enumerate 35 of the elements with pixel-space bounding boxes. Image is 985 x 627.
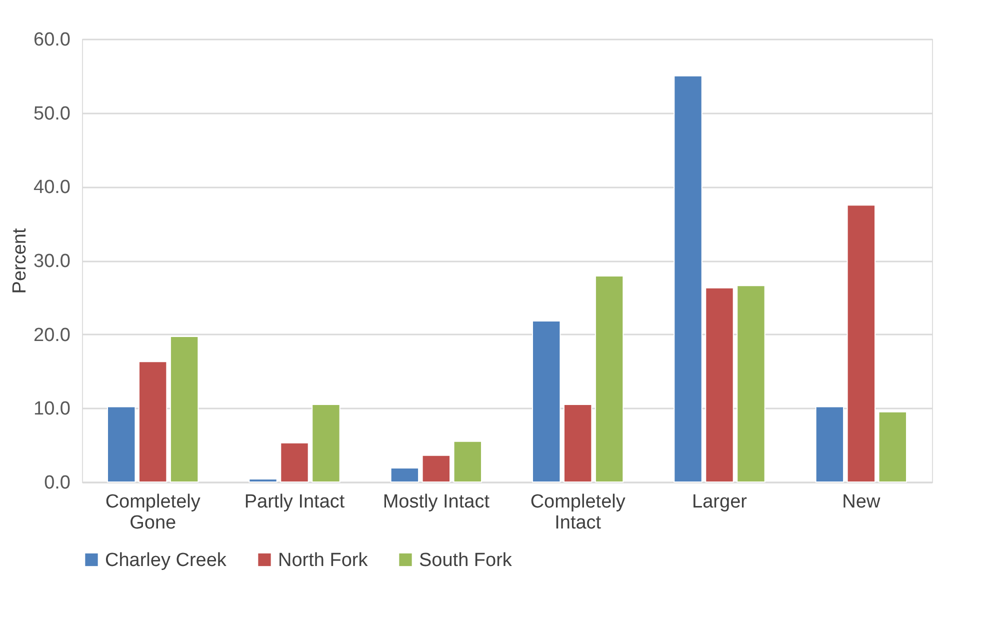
bar (453, 440, 482, 482)
bar (170, 336, 199, 482)
legend-label: North Fork (278, 550, 368, 571)
y-tick-label: 60.0 (34, 30, 70, 50)
bar (138, 361, 168, 482)
bar (878, 411, 907, 482)
bar (532, 320, 561, 482)
y-tick-label: 0.0 (44, 472, 70, 494)
legend-label: South Fork (419, 550, 512, 571)
bar (280, 442, 309, 482)
bar (674, 75, 702, 482)
y-axis-title: Percent (10, 228, 31, 294)
bar (736, 285, 766, 482)
x-tick-label: Completely Intact (530, 492, 626, 534)
bar (594, 276, 624, 482)
bar (248, 478, 278, 482)
x-tick-label: Partly Intact (244, 492, 346, 512)
bar (815, 406, 844, 482)
y-tick-label: 40.0 (34, 177, 70, 198)
y-tick-label: 20.0 (34, 324, 70, 346)
bar (563, 404, 592, 482)
bar (107, 406, 136, 482)
x-tick-label: Larger (692, 492, 748, 512)
x-tick-label: Mostly Intact (382, 492, 490, 512)
x-tick-label: New (842, 492, 880, 512)
legend-label: Charley Creek (105, 550, 227, 571)
y-tick-label: 50.0 (34, 103, 70, 124)
y-tick-label: 30.0 (34, 251, 70, 272)
bar (846, 204, 876, 482)
bar (312, 404, 340, 482)
bar (422, 454, 451, 482)
bar (390, 467, 420, 482)
y-tick-label: 10.0 (34, 398, 70, 420)
x-tick-label: Completely Gone (105, 492, 201, 534)
bar (705, 287, 734, 482)
